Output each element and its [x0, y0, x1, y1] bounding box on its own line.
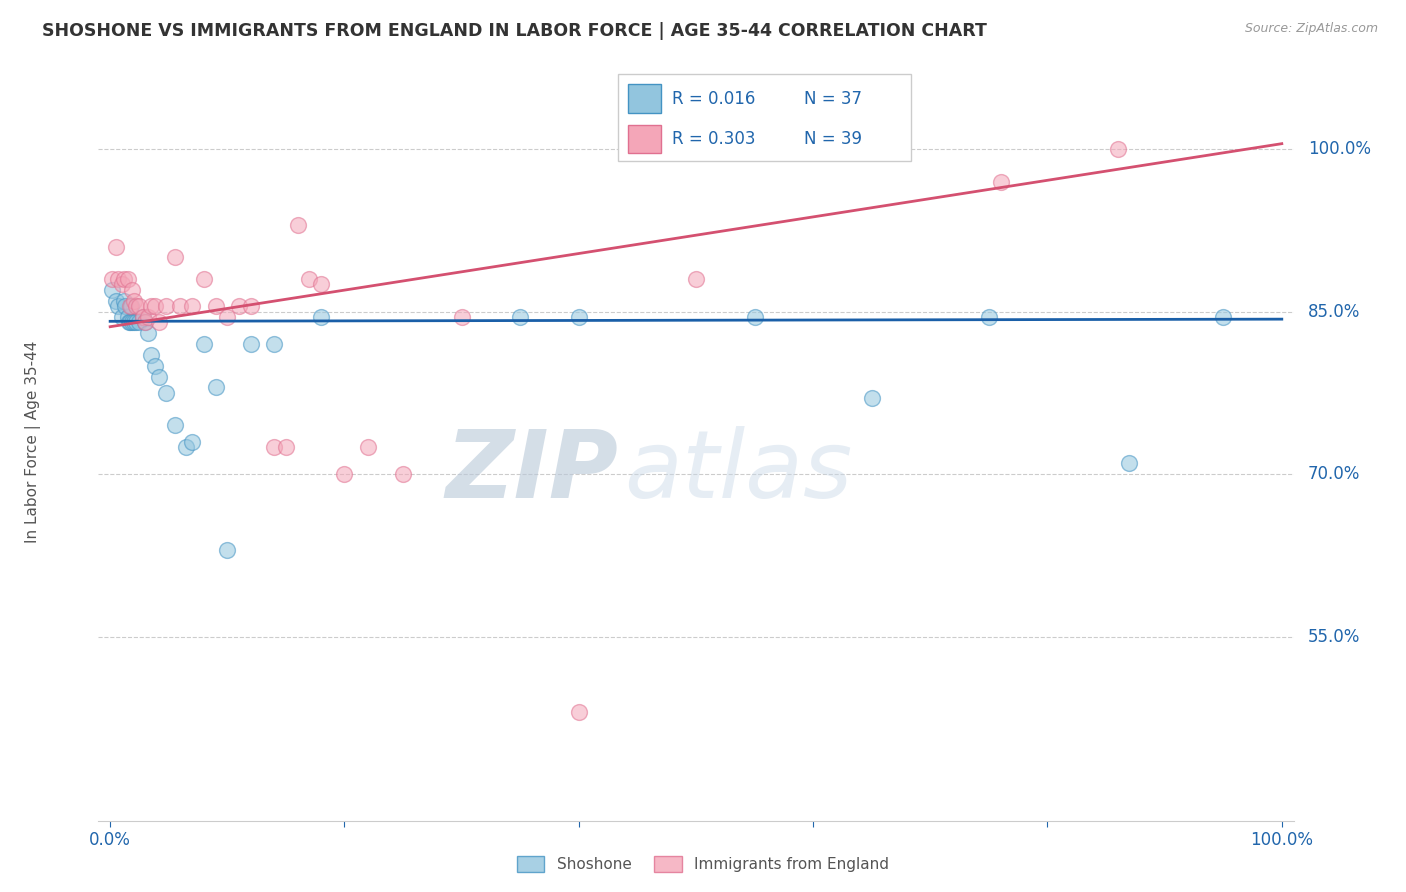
Point — [744, 310, 766, 324]
Point — [101, 283, 124, 297]
Point — [193, 272, 215, 286]
Point — [239, 337, 262, 351]
Point — [298, 272, 321, 286]
Point — [112, 293, 135, 308]
Point — [148, 315, 170, 329]
Point — [204, 299, 226, 313]
Point — [117, 272, 139, 286]
Point — [193, 337, 215, 351]
Point — [217, 310, 239, 324]
Point — [1107, 142, 1129, 156]
Text: R = 0.303: R = 0.303 — [672, 130, 755, 148]
Point — [118, 315, 141, 329]
Legend: Shoshone, Immigrants from England: Shoshone, Immigrants from England — [509, 848, 897, 880]
Point — [143, 359, 166, 373]
Point — [977, 310, 1000, 324]
Point — [357, 440, 380, 454]
Point — [239, 299, 262, 313]
FancyBboxPatch shape — [628, 85, 661, 113]
Point — [141, 348, 163, 362]
Point — [143, 299, 166, 313]
Point — [120, 299, 142, 313]
Point — [392, 467, 415, 481]
Point — [860, 391, 883, 405]
Point — [181, 434, 204, 449]
Point — [174, 440, 197, 454]
Point — [107, 272, 129, 286]
Text: SHOSHONE VS IMMIGRANTS FROM ENGLAND IN LABOR FORCE | AGE 35-44 CORRELATION CHART: SHOSHONE VS IMMIGRANTS FROM ENGLAND IN L… — [42, 22, 987, 40]
Point — [101, 272, 124, 286]
Point — [1118, 456, 1140, 470]
Point — [125, 299, 148, 313]
Text: 100.0%: 100.0% — [1308, 140, 1371, 158]
Point — [309, 310, 332, 324]
Point — [114, 299, 136, 313]
Point — [122, 315, 145, 329]
Point — [111, 277, 134, 292]
Text: In Labor Force | Age 35-44: In Labor Force | Age 35-44 — [25, 341, 41, 542]
Text: ZIP: ZIP — [446, 425, 619, 518]
Point — [122, 293, 145, 308]
Point — [134, 315, 156, 329]
Text: 70.0%: 70.0% — [1308, 465, 1360, 483]
Point — [132, 310, 155, 324]
Point — [136, 310, 159, 324]
Point — [132, 310, 155, 324]
Point — [107, 299, 129, 313]
Point — [120, 315, 141, 329]
Point — [274, 440, 297, 454]
Point — [263, 440, 285, 454]
Point — [287, 218, 309, 232]
Point — [105, 293, 128, 308]
Point — [121, 315, 143, 329]
Point — [105, 239, 128, 253]
Point — [169, 299, 191, 313]
Point — [309, 277, 332, 292]
Text: N = 39: N = 39 — [804, 130, 862, 148]
Point — [136, 326, 159, 341]
Point — [263, 337, 285, 351]
Point — [148, 369, 170, 384]
Point — [134, 315, 156, 329]
Text: N = 37: N = 37 — [804, 90, 862, 108]
Point — [181, 299, 204, 313]
Point — [128, 315, 150, 329]
Point — [333, 467, 356, 481]
Point — [568, 706, 591, 720]
Text: 85.0%: 85.0% — [1308, 302, 1360, 320]
Text: atlas: atlas — [624, 426, 852, 517]
Point — [204, 380, 226, 394]
Point — [121, 283, 143, 297]
Point — [128, 299, 150, 313]
Point — [155, 299, 177, 313]
FancyBboxPatch shape — [628, 125, 661, 153]
Point — [568, 310, 591, 324]
Point — [990, 175, 1012, 189]
Point — [1212, 310, 1234, 324]
Point — [509, 310, 531, 324]
Text: R = 0.016: R = 0.016 — [672, 90, 755, 108]
Point — [111, 310, 134, 324]
Point — [685, 272, 707, 286]
Point — [163, 418, 186, 433]
Point — [450, 310, 472, 324]
Point — [141, 299, 163, 313]
FancyBboxPatch shape — [619, 74, 911, 161]
Text: 55.0%: 55.0% — [1308, 627, 1360, 646]
Text: Source: ZipAtlas.com: Source: ZipAtlas.com — [1244, 22, 1378, 36]
Point — [228, 299, 250, 313]
Point — [125, 315, 148, 329]
Point — [120, 299, 141, 313]
Point — [155, 385, 177, 400]
Point — [217, 542, 239, 557]
Point — [112, 272, 135, 286]
Point — [163, 251, 186, 265]
Point — [117, 310, 139, 324]
